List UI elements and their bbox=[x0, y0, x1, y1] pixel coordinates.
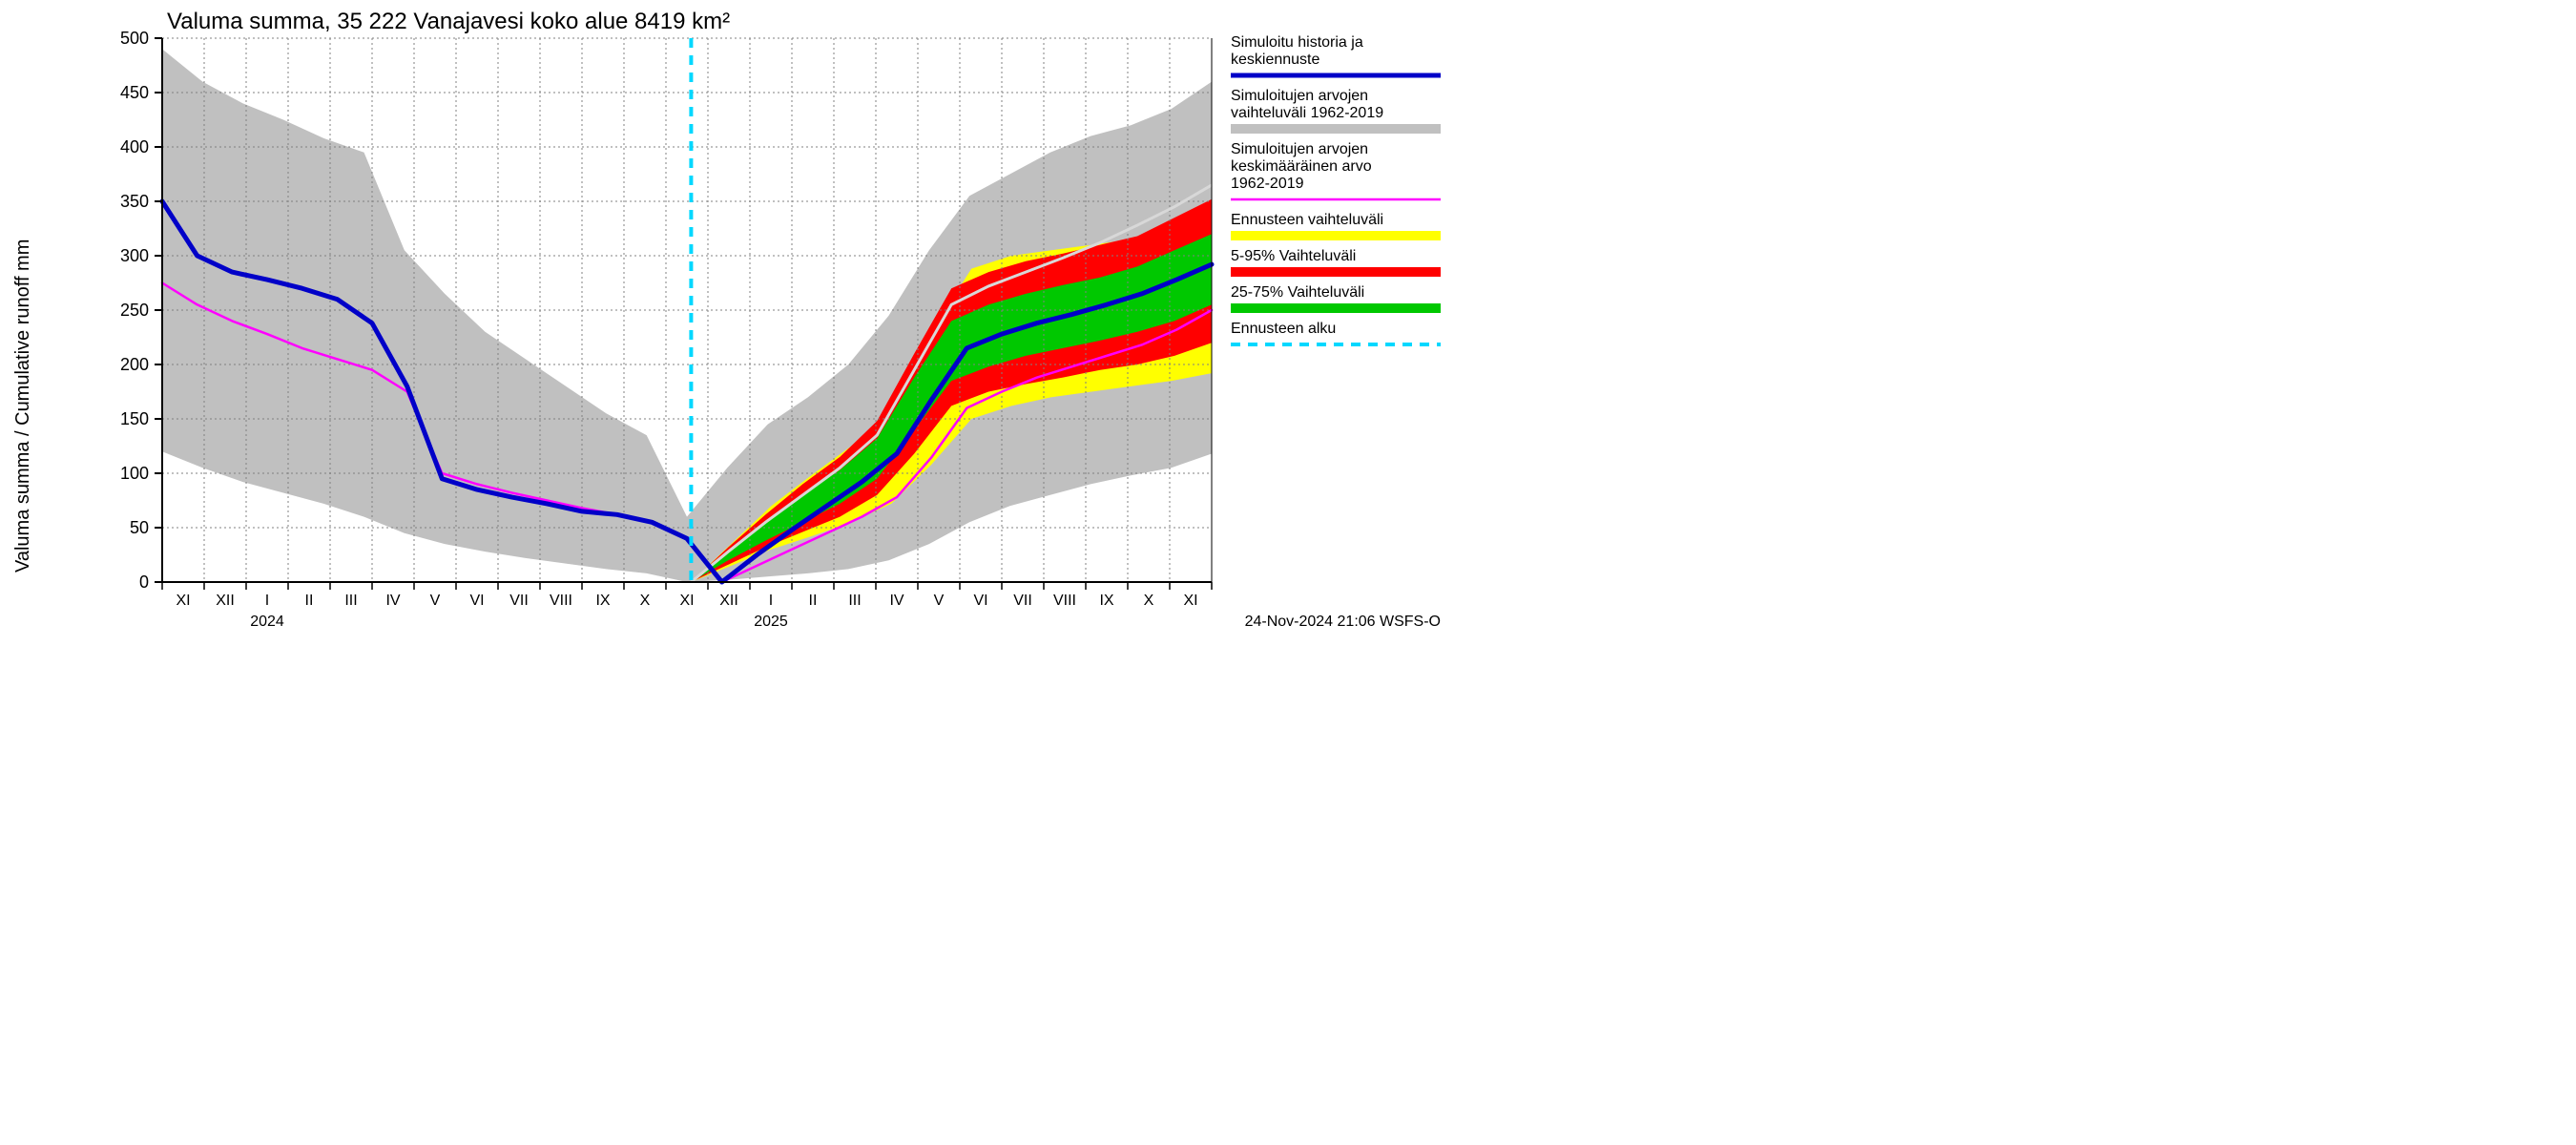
y-tick-label: 100 bbox=[120, 464, 149, 483]
month-label: VI bbox=[973, 593, 987, 609]
legend-label: keskimääräinen arvo bbox=[1231, 158, 1372, 175]
month-label: II bbox=[809, 593, 818, 609]
legend-label: keskiennuste bbox=[1231, 52, 1319, 68]
chart-container: Valuma summa, 35 222 Vanajavesi koko alu… bbox=[0, 0, 1450, 649]
legend-label: 5-95% Vaihteluväli bbox=[1231, 248, 1356, 264]
month-label: IX bbox=[595, 593, 610, 609]
year-label-right: 2025 bbox=[754, 614, 788, 630]
footer-timestamp: 24-Nov-2024 21:06 WSFS-O bbox=[1245, 614, 1441, 630]
month-label: I bbox=[769, 593, 773, 609]
chart-title: Valuma summa, 35 222 Vanajavesi koko alu… bbox=[167, 9, 730, 34]
month-label: IV bbox=[889, 593, 904, 609]
month-label: XI bbox=[1183, 593, 1197, 609]
legend-label: Ennusteen vaihteluväli bbox=[1231, 212, 1383, 228]
legend-label: Simuloitu historia ja bbox=[1231, 34, 1363, 51]
month-label: IV bbox=[385, 593, 400, 609]
y-tick-label: 200 bbox=[120, 355, 149, 374]
legend-label: vaihteluväli 1962-2019 bbox=[1231, 105, 1383, 121]
y-tick-label: 300 bbox=[120, 246, 149, 265]
month-label: III bbox=[344, 593, 357, 609]
month-label: XII bbox=[216, 593, 235, 609]
y-tick-label: 0 bbox=[139, 572, 149, 592]
legend-label: Ennusteen alku bbox=[1231, 321, 1336, 337]
y-tick-label: 400 bbox=[120, 137, 149, 156]
y-tick-label: 450 bbox=[120, 83, 149, 102]
y-tick-label: 50 bbox=[130, 518, 149, 537]
y-axis-label: Valuma summa / Cumulative runoff mm bbox=[12, 239, 33, 572]
month-label: XI bbox=[679, 593, 694, 609]
month-label: XII bbox=[719, 593, 738, 609]
month-label: VIII bbox=[1053, 593, 1076, 609]
month-label: VIII bbox=[550, 593, 572, 609]
legend-label: 1962-2019 bbox=[1231, 176, 1304, 192]
y-tick-label: 350 bbox=[120, 192, 149, 211]
y-tick-label: 250 bbox=[120, 301, 149, 320]
month-label: III bbox=[848, 593, 861, 609]
month-label: X bbox=[640, 593, 651, 609]
month-label: VII bbox=[1013, 593, 1032, 609]
month-label: V bbox=[934, 593, 945, 609]
legend-label: Simuloitujen arvojen bbox=[1231, 88, 1368, 104]
month-label: I bbox=[265, 593, 269, 609]
month-label: VI bbox=[469, 593, 484, 609]
month-label: V bbox=[430, 593, 441, 609]
month-label: VII bbox=[509, 593, 529, 609]
chart-svg: Valuma summa, 35 222 Vanajavesi koko alu… bbox=[0, 0, 1450, 649]
month-label: IX bbox=[1099, 593, 1113, 609]
month-label: X bbox=[1144, 593, 1154, 609]
legend-label: 25-75% Vaihteluväli bbox=[1231, 284, 1364, 301]
month-label: II bbox=[305, 593, 314, 609]
month-label: XI bbox=[176, 593, 190, 609]
year-label-left: 2024 bbox=[250, 614, 284, 630]
legend-label: Simuloitujen arvojen bbox=[1231, 141, 1368, 157]
y-tick-label: 150 bbox=[120, 409, 149, 428]
y-tick-label: 500 bbox=[120, 29, 149, 48]
